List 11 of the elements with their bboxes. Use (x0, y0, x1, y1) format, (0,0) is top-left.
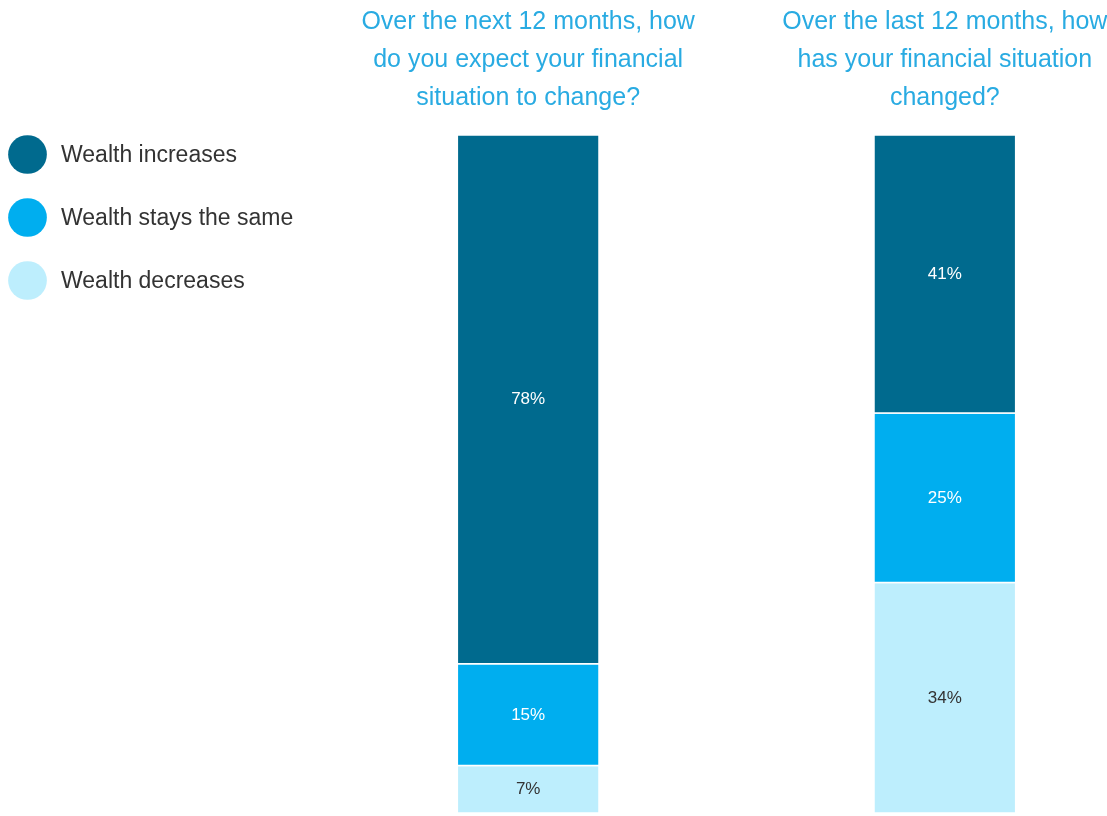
legend-label: Wealth increases (61, 140, 237, 167)
legend-label: Wealth decreases (61, 266, 245, 293)
data-label: 41% (927, 263, 962, 283)
legend-label: Wealth stays the same (61, 203, 294, 230)
x-tick-label: Over the last 12 months, how has your financial situation changed? (782, 5, 1107, 110)
x-tick-label: Over the next 12 months, how do you expect your financial situation to change? (361, 5, 696, 110)
data-label: 78% (511, 389, 546, 409)
data-label: 34% (927, 687, 962, 707)
data-label: 15% (511, 704, 546, 724)
data-label: 25% (927, 487, 962, 507)
data-label: 7% (515, 779, 541, 799)
